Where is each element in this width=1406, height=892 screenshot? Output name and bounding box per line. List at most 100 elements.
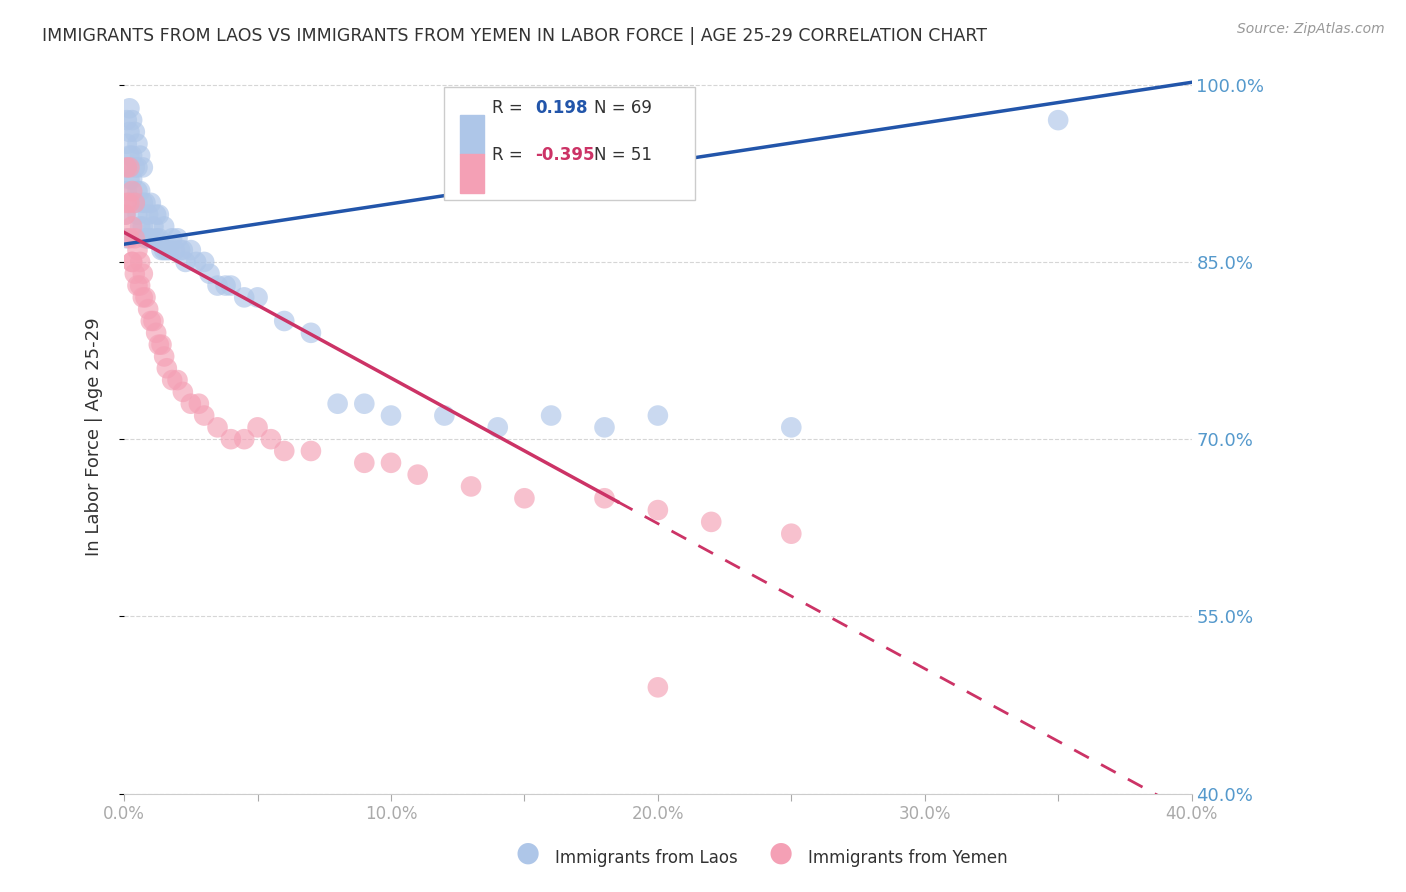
Point (273, 444, 295, 458)
Point (142, 314, 165, 328)
Point (260, 432, 283, 446)
Point (353, 397, 375, 411)
Text: Immigrants from Yemen: Immigrants from Yemen (808, 849, 1008, 867)
Point (233, 432, 256, 446)
Point (134, 231, 156, 245)
Point (145, 326, 167, 340)
Point (593, 491, 616, 506)
Point (118, 195, 141, 210)
Point (214, 278, 236, 293)
Point (132, 290, 155, 304)
Point (299, 326, 322, 340)
Point (148, 231, 170, 245)
Point (139, 195, 162, 210)
Point (129, 219, 152, 234)
Point (115, 113, 138, 128)
Bar (460, 153, 484, 194)
Text: IMMIGRANTS FROM LAOS VS IMMIGRANTS FROM YEMEN IN LABOR FORCE | AGE 25-29 CORRELA: IMMIGRANTS FROM LAOS VS IMMIGRANTS FROM … (42, 27, 987, 45)
Point (115, 136, 138, 151)
Point (127, 161, 149, 175)
Point (160, 231, 183, 245)
Text: ●: ● (515, 839, 540, 867)
Point (132, 161, 155, 175)
Point (460, 479, 482, 493)
Point (326, 397, 349, 411)
Point (118, 161, 141, 175)
Point (187, 397, 209, 411)
Point (127, 184, 149, 198)
Point (124, 195, 146, 210)
Point (380, 409, 402, 423)
Point (139, 231, 162, 245)
Point (156, 243, 179, 257)
Point (299, 444, 322, 458)
Point (124, 125, 146, 139)
Point (780, 420, 803, 434)
Point (433, 409, 456, 423)
Point (156, 361, 179, 376)
Point (700, 515, 723, 529)
Point (121, 255, 143, 269)
Point (136, 208, 159, 222)
Point (159, 243, 181, 257)
Point (150, 337, 173, 351)
Point (780, 526, 803, 541)
Point (134, 195, 156, 210)
Point (166, 231, 188, 245)
Point (118, 125, 141, 139)
Point (150, 243, 173, 257)
Point (132, 267, 155, 281)
Point (193, 255, 215, 269)
Point (153, 243, 176, 257)
Point (115, 161, 138, 175)
Point (115, 184, 138, 198)
Point (163, 243, 186, 257)
Point (129, 255, 152, 269)
Point (121, 184, 143, 198)
Point (134, 290, 156, 304)
Point (142, 219, 165, 234)
Point (246, 290, 269, 304)
Point (115, 195, 138, 210)
Point (193, 409, 215, 423)
Point (115, 231, 138, 245)
Point (121, 172, 143, 186)
Point (129, 278, 152, 293)
Point (647, 681, 669, 695)
Point (172, 243, 194, 257)
Point (219, 278, 242, 293)
Point (486, 420, 509, 434)
Point (124, 195, 146, 210)
Point (129, 184, 152, 198)
Point (136, 302, 159, 317)
Point (233, 290, 256, 304)
Point (114, 208, 136, 222)
Y-axis label: In Labor Force | Age 25-29: In Labor Force | Age 25-29 (86, 317, 103, 556)
Point (114, 208, 136, 222)
Point (118, 231, 141, 245)
Point (127, 243, 149, 257)
Text: R =: R = (492, 146, 529, 164)
Point (273, 314, 295, 328)
Point (118, 148, 141, 162)
Point (139, 314, 162, 328)
Text: N = 51: N = 51 (593, 146, 652, 164)
Point (593, 420, 616, 434)
Text: ●: ● (768, 839, 793, 867)
Point (513, 491, 536, 506)
Text: Immigrants from Laos: Immigrants from Laos (555, 849, 738, 867)
Point (132, 219, 155, 234)
Point (166, 373, 188, 387)
Point (353, 456, 375, 470)
Point (153, 219, 176, 234)
Point (1047, 113, 1070, 128)
Text: -0.395: -0.395 (536, 146, 595, 164)
Text: 0.198: 0.198 (536, 99, 588, 117)
Point (148, 208, 170, 222)
Point (180, 397, 202, 411)
Point (246, 420, 269, 434)
Text: Source: ZipAtlas.com: Source: ZipAtlas.com (1237, 22, 1385, 37)
Point (121, 219, 143, 234)
Point (169, 243, 191, 257)
Point (172, 384, 194, 399)
